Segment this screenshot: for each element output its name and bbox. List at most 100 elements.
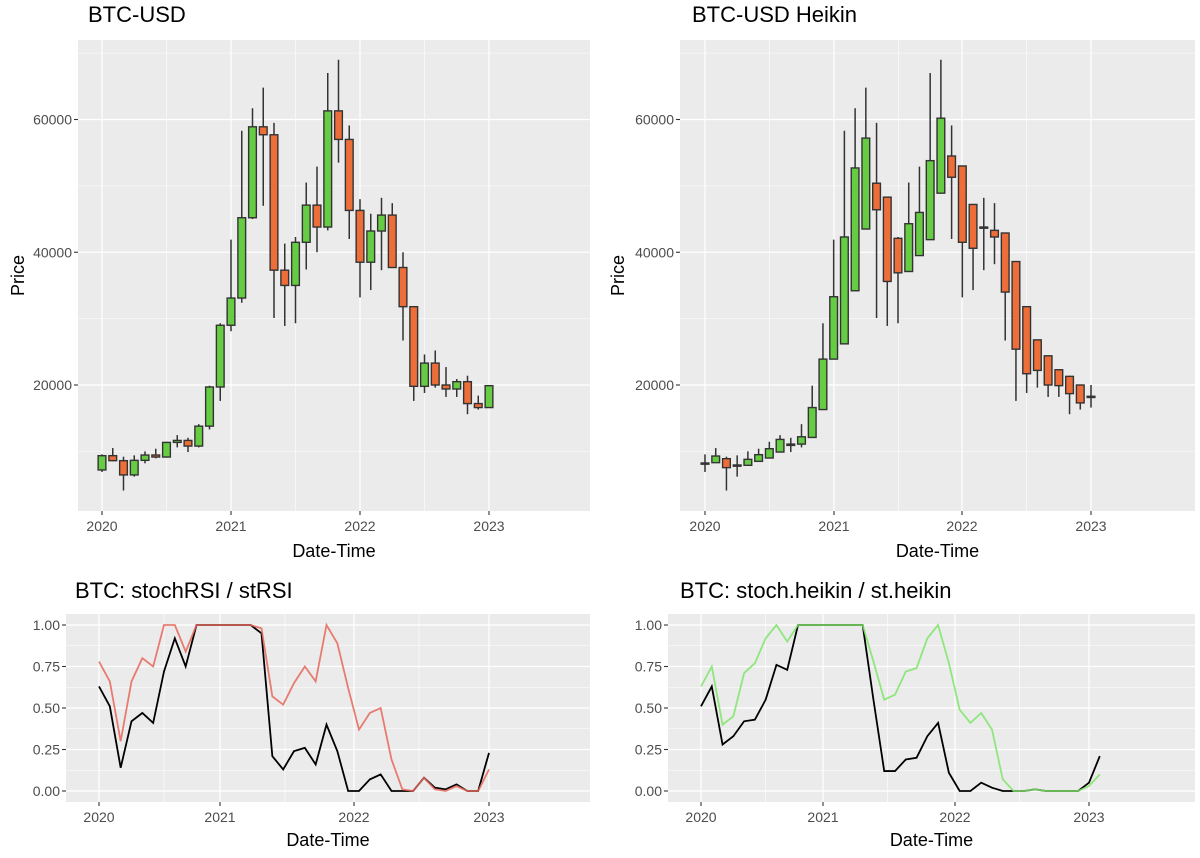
candle [711, 448, 721, 464]
candle [721, 456, 732, 491]
candle [97, 454, 107, 472]
candle [775, 435, 785, 453]
candle [925, 73, 935, 241]
candle [914, 166, 925, 257]
chart-title-stochrsi: BTC: stochRSI / stRSI [75, 578, 293, 603]
candle [839, 130, 849, 345]
candle [743, 451, 753, 467]
x-axis-title: Date-Time [890, 830, 973, 850]
x-tick-label: 2022 [338, 809, 369, 825]
candle [376, 197, 387, 271]
candle [226, 239, 236, 332]
x-tick-label: 2023 [1073, 809, 1104, 825]
chart-title-btc-usd-heikin: BTC-USD Heikin [692, 2, 858, 27]
candle [366, 213, 376, 291]
candle [754, 448, 764, 463]
x-tick-label: 2022 [946, 518, 977, 534]
y-tick-label: 0.75 [33, 659, 60, 675]
candle [118, 456, 129, 491]
candle [172, 435, 182, 448]
candle [452, 379, 462, 397]
y-tick-label: 1.00 [33, 617, 60, 633]
y-tick-label: 60000 [635, 112, 674, 128]
y-tick-label: 0.75 [635, 659, 662, 675]
candle [1064, 375, 1075, 415]
y-tick-label: 60000 [33, 112, 72, 128]
chart-title-btc-usd: BTC-USD [88, 2, 186, 27]
candle [700, 454, 710, 472]
y-tick-label: 0.25 [33, 742, 60, 758]
candle [280, 243, 290, 326]
candle [333, 59, 344, 163]
candle [269, 122, 279, 318]
candle [1054, 369, 1064, 397]
x-tick-label: 2020 [685, 809, 716, 825]
candle [194, 424, 204, 448]
candle [850, 108, 860, 292]
candle [290, 236, 301, 324]
y-tick-label: 40000 [33, 244, 72, 260]
candle [1086, 385, 1096, 408]
candle [312, 166, 322, 253]
chart-title-stoch-heikin: BTC: stoch.heikin / st.heikin [680, 578, 952, 603]
candle [323, 73, 333, 231]
x-tick-label: 2021 [807, 809, 838, 825]
candle [387, 203, 397, 269]
x-tick-label: 2020 [689, 518, 720, 534]
line-chart-stochrsi: 0.00 0.25 0.50 0.75 1.00 2020 2021 2022 2023 Date… [33, 614, 590, 850]
candle [882, 196, 892, 326]
x-tick-label: 2022 [939, 809, 970, 825]
candle [258, 87, 268, 206]
candle [409, 305, 419, 401]
line-chart-stoch-heikin: 0.00 0.25 0.50 0.75 1.00 2020 2021 2022 2023 Date… [635, 614, 1195, 850]
candle [247, 108, 258, 220]
candle [237, 130, 247, 303]
candle [462, 375, 473, 415]
candle [301, 182, 311, 270]
y-tick-label: 0.00 [635, 783, 662, 799]
candle [829, 239, 839, 360]
x-tick-label: 2021 [818, 518, 849, 534]
candle [140, 451, 150, 464]
x-tick-label: 2023 [473, 809, 504, 825]
x-tick-label: 2023 [473, 518, 504, 534]
candle [419, 354, 430, 393]
candle [129, 455, 139, 477]
x-tick-label: 2021 [215, 518, 246, 534]
candle [818, 323, 828, 411]
candle [161, 441, 172, 458]
candle [947, 125, 957, 239]
candle [796, 424, 807, 448]
candle [108, 448, 118, 462]
candle [861, 87, 871, 230]
series-line-stRSI [98, 622, 490, 792]
candle [989, 203, 1000, 265]
candle [441, 367, 451, 397]
candlestick-chart-btc-usd-heikin: 20000 40000 60000 2020 2021 2022 2023 Date-Time… [608, 40, 1195, 561]
candle [764, 441, 774, 459]
candle [1022, 305, 1032, 393]
candle [355, 199, 365, 298]
candle [871, 122, 882, 318]
candle [1000, 232, 1010, 341]
y-tick-label: 0.25 [635, 742, 662, 758]
candle [807, 385, 817, 439]
candle [484, 384, 494, 409]
y-tick-label: 0.50 [635, 700, 662, 716]
candle [430, 350, 440, 388]
x-tick-label: 2020 [86, 518, 117, 534]
candle [1075, 384, 1085, 410]
candle [344, 125, 354, 239]
candle [398, 252, 408, 341]
y-tick-label: 20000 [33, 377, 72, 393]
x-axis-title: Date-Time [292, 541, 375, 561]
candlestick-chart-btc-usd: 20000 40000 60000 2020 2021 2022 2023 Date-Time… [8, 40, 590, 561]
candle [473, 395, 483, 410]
x-tick-label: 2023 [1075, 518, 1106, 534]
candle [1011, 260, 1021, 401]
candle [215, 323, 225, 401]
y-tick-label: 0.50 [33, 700, 60, 716]
x-tick-label: 2020 [83, 809, 114, 825]
y-axis-title: Price [8, 255, 28, 296]
candle [1032, 339, 1042, 388]
